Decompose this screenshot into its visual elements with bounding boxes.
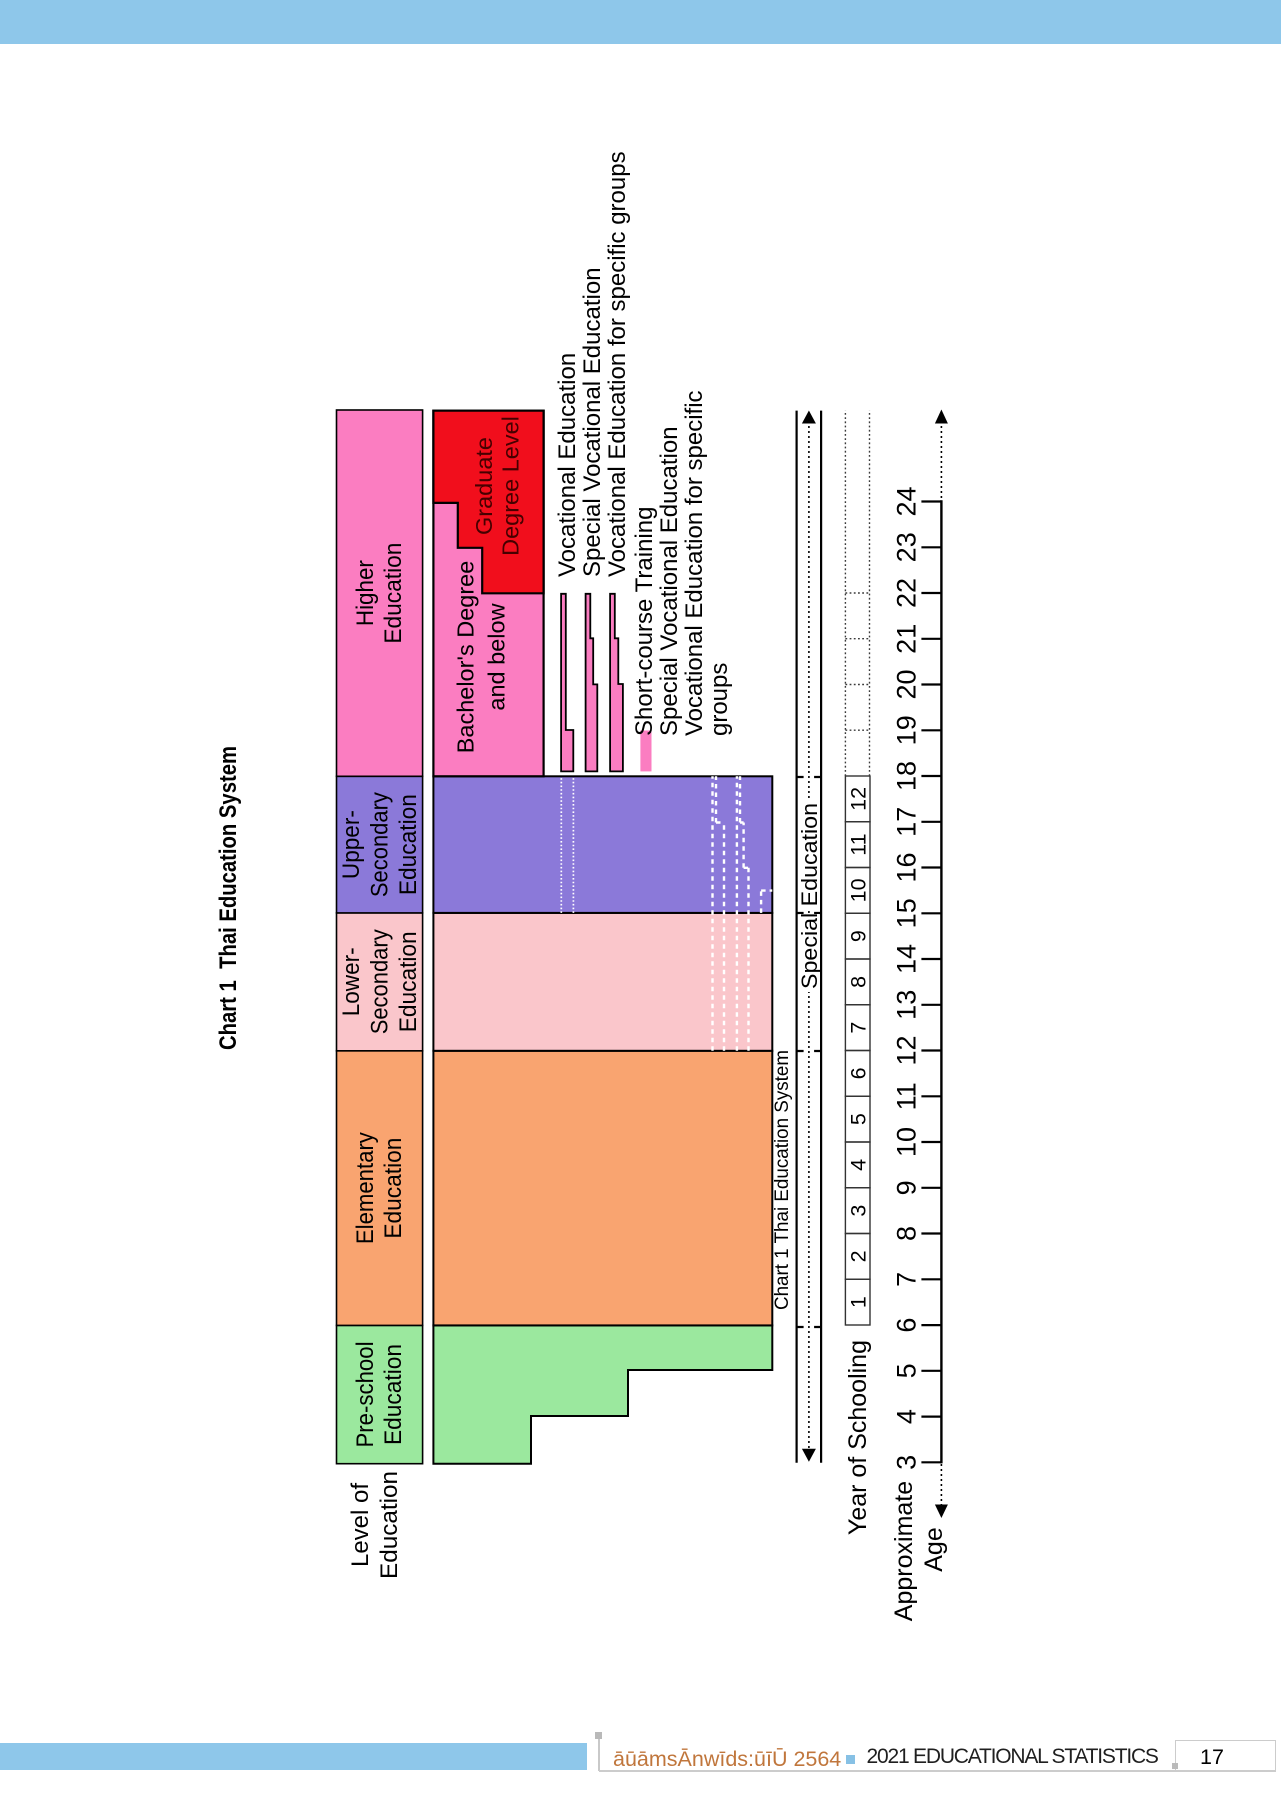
svg-text:3: 3 <box>846 1205 870 1217</box>
svg-text:Higher: Higher <box>352 560 379 626</box>
svg-text:8: 8 <box>846 976 870 988</box>
svg-text:Education: Education <box>380 543 407 644</box>
svg-text:Special Education: Special Education <box>797 803 822 989</box>
svg-text:Education: Education <box>380 1138 407 1239</box>
svg-text:19: 19 <box>892 715 922 745</box>
svg-text:10: 10 <box>892 1127 922 1157</box>
svg-text:11: 11 <box>892 1082 922 1110</box>
svg-text:Vocational Education for speci: Vocational Education for specific groups <box>604 151 631 577</box>
svg-text:Elementary: Elementary <box>352 1132 379 1244</box>
svg-text:14: 14 <box>892 944 922 974</box>
svg-text:5: 5 <box>892 1363 922 1378</box>
svg-text:Short-course Training: Short-course Training <box>631 507 658 736</box>
svg-text:18: 18 <box>892 761 922 791</box>
svg-text:11: 11 <box>846 833 870 855</box>
svg-text:24: 24 <box>892 486 922 516</box>
svg-text:16: 16 <box>892 852 922 882</box>
svg-text:Education: Education <box>395 794 422 895</box>
svg-text:23: 23 <box>892 532 922 562</box>
svg-text:Bachelor's Degree: Bachelor's Degree <box>452 561 478 754</box>
svg-text:Special Vocational Education: Special Vocational Education <box>579 267 606 577</box>
svg-text:4: 4 <box>846 1159 870 1171</box>
svg-text:Education: Education <box>380 1344 407 1445</box>
svg-text:9: 9 <box>892 1180 922 1195</box>
svg-text:Year of Schooling: Year of Schooling <box>844 1340 872 1535</box>
svg-text:3: 3 <box>892 1455 922 1470</box>
svg-text:Level of: Level of <box>347 1483 374 1567</box>
svg-text:Special Vocational Education: Special Vocational Education <box>656 426 683 736</box>
svg-text:Graduate: Graduate <box>471 437 497 535</box>
svg-text:7: 7 <box>846 1022 870 1034</box>
svg-text:7: 7 <box>892 1272 922 1287</box>
svg-text:Upper-: Upper- <box>338 810 365 879</box>
svg-text:4: 4 <box>892 1409 922 1424</box>
svg-text:21: 21 <box>892 624 922 654</box>
svg-text:groups: groups <box>706 663 733 736</box>
svg-text:22: 22 <box>892 578 922 608</box>
svg-text:Degree Level: Degree Level <box>498 416 524 556</box>
svg-text:Secondary: Secondary <box>367 929 394 1034</box>
svg-text:8: 8 <box>892 1226 922 1241</box>
svg-text:Education: Education <box>395 931 422 1032</box>
svg-text:6: 6 <box>846 1067 870 1079</box>
svg-text:and below: and below <box>483 602 509 710</box>
svg-text:12: 12 <box>846 787 870 811</box>
svg-text:Age: Age <box>920 1527 948 1571</box>
svg-text:2: 2 <box>846 1250 870 1262</box>
svg-text:Chart 1 Thai Education System: Chart 1 Thai Education System <box>215 746 242 1050</box>
svg-text:17: 17 <box>892 807 922 837</box>
svg-text:1: 1 <box>846 1296 870 1308</box>
svg-text:Lower-: Lower- <box>338 947 365 1016</box>
svg-text:9: 9 <box>846 930 870 942</box>
svg-text:Education: Education <box>376 1471 403 1579</box>
svg-text:10: 10 <box>846 878 870 902</box>
svg-text:Vocational Education for speci: Vocational Education for specific <box>681 390 708 736</box>
svg-text:15: 15 <box>892 898 922 928</box>
svg-text:12: 12 <box>892 1035 922 1065</box>
svg-text:Secondary: Secondary <box>367 792 394 897</box>
svg-text:6: 6 <box>892 1318 922 1333</box>
svg-text:5: 5 <box>846 1113 870 1125</box>
svg-text:20: 20 <box>892 669 922 699</box>
svg-text:Chart 1 Thai Education System: Chart 1 Thai Education System <box>772 1050 793 1310</box>
svg-text:Pre-school: Pre-school <box>352 1342 379 1448</box>
svg-text:13: 13 <box>892 990 922 1020</box>
svg-text:Vocational Education: Vocational Education <box>554 353 581 577</box>
svg-text:Approximate: Approximate <box>890 1481 918 1621</box>
